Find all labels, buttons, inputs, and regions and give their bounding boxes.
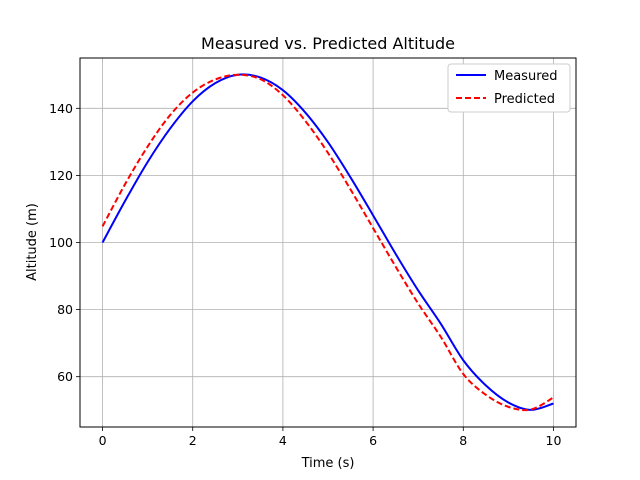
y-tick-label: 120 (49, 168, 73, 183)
series-group (101, 73, 554, 412)
y-tick-label: 80 (57, 302, 73, 317)
series-line-predicted (101, 73, 554, 412)
legend-label-predicted: Predicted (494, 92, 555, 107)
chart-title: Measured vs. Predicted Altitude (201, 34, 455, 53)
x-axis-label: Time (s) (301, 456, 355, 471)
y-tick-label: 60 (57, 369, 73, 384)
x-tick-label: 6 (369, 433, 377, 448)
x-tick-label: 2 (189, 433, 197, 448)
x-tick-label: 4 (279, 433, 287, 448)
ticks: 0 2 4 6 8 10 60 80 100 120 140 (49, 101, 561, 448)
y-tick-label: 140 (49, 101, 73, 116)
series-line-measured (101, 73, 554, 411)
legend-label-measured: Measured (494, 69, 558, 84)
y-tick-label: 100 (49, 235, 73, 250)
y-axis-label: Altitude (m) (25, 203, 40, 281)
x-tick-label: 10 (546, 433, 562, 448)
x-tick-label: 0 (99, 433, 107, 448)
x-tick-label: 8 (459, 433, 467, 448)
legend: Measured Predicted (447, 63, 571, 113)
